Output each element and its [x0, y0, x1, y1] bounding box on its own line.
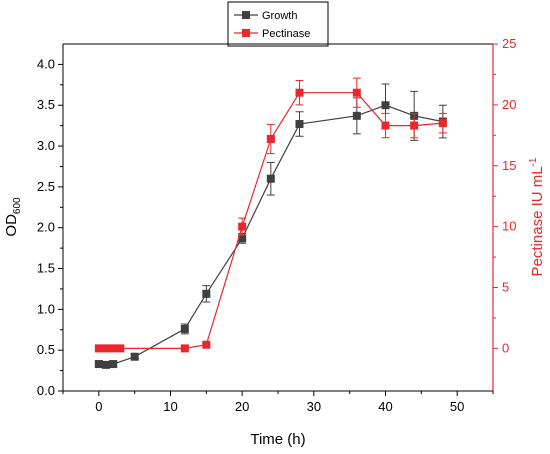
y-axis-title-main: OD: [3, 214, 20, 237]
x-axis-ticks: 0 10 20 30 40 50: [62, 391, 494, 414]
growth-point: [295, 120, 304, 129]
y-tick-label: 0.5: [37, 342, 55, 357]
growth-point: [130, 352, 139, 361]
y2-axis-title-main: Pectinase IU mL: [529, 166, 546, 276]
x-tick-label: 20: [235, 399, 249, 414]
pectinase-point: [238, 222, 247, 231]
legend-label-growth: Growth: [262, 10, 297, 22]
x-tick-label: 0: [95, 399, 102, 414]
pectinase-point: [295, 88, 304, 97]
pectinase-point: [352, 88, 361, 97]
pectinase-point: [438, 119, 447, 128]
legend: Growth Pectinase: [227, 1, 329, 47]
x-tick-label: 10: [163, 399, 177, 414]
legend-box: [227, 1, 329, 47]
x-tick-label: 30: [307, 399, 321, 414]
y2-tick-label: 15: [502, 158, 516, 173]
growth-point: [202, 289, 211, 298]
legend-label-pectinase: Pectinase: [262, 28, 310, 40]
x-tick-label: 50: [450, 399, 464, 414]
y-axis-title-sub: 600: [12, 197, 23, 214]
y2-tick-label: 5: [502, 280, 509, 295]
growth-point: [381, 101, 390, 110]
growth-point: [266, 174, 275, 183]
pectinase-point: [109, 344, 118, 353]
pectinase-point: [381, 121, 390, 130]
y-tick-label: 2.0: [37, 220, 55, 235]
series-pectinase: [94, 77, 447, 353]
pectinase-point: [202, 340, 211, 349]
y-axis-title: OD600: [3, 197, 23, 237]
growth-point: [109, 360, 118, 369]
y2-axis-title-sup: -1: [528, 157, 539, 166]
pectinase-point: [94, 344, 103, 353]
y2-tick-label: 25: [502, 36, 516, 51]
pectinase-point: [410, 121, 419, 130]
y2-axis-ticks: 0 5 10 15 20 25: [493, 36, 516, 355]
y-axis-ticks: 0.0 0.5 1.0 1.5 2.0 2.5 3.0 3.5 4.0: [37, 56, 63, 398]
y-tick-label: 0.0: [37, 383, 55, 398]
y-tick-label: 1.0: [37, 301, 55, 316]
y2-axis-title: Pectinase IU mL-1: [528, 157, 546, 276]
x-tick-label: 40: [378, 399, 392, 414]
pectinase-point: [116, 344, 125, 353]
y2-tick-label: 20: [502, 97, 516, 112]
x-axis-title: Time (h): [250, 431, 305, 448]
pectinase-point: [102, 344, 110, 353]
legend-marker-growth: [242, 11, 250, 19]
growth-point: [238, 234, 247, 243]
growth-point: [352, 111, 361, 120]
y2-tick-label: 0: [502, 340, 509, 355]
y-tick-label: 3.0: [37, 138, 55, 153]
y2-tick-label: 10: [502, 219, 516, 234]
y-tick-label: 4.0: [37, 56, 55, 71]
y-tick-label: 1.5: [37, 261, 55, 276]
series-growth: [94, 83, 447, 369]
growth-point: [102, 360, 110, 369]
y-tick-label: 3.5: [37, 97, 55, 112]
legend-marker-pectinase: [242, 29, 250, 37]
y-tick-label: 2.5: [37, 179, 55, 194]
growth-point: [94, 360, 103, 369]
pectinase-point: [180, 344, 189, 353]
pectinase-point: [266, 134, 275, 143]
series-layer: [94, 77, 447, 369]
growth-point: [180, 324, 189, 333]
